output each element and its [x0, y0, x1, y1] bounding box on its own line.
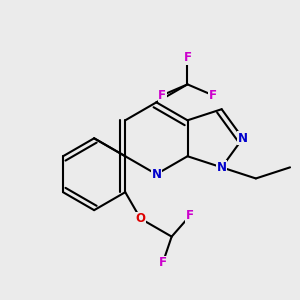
Text: N: N [238, 132, 248, 145]
Text: F: F [184, 51, 191, 64]
Text: F: F [186, 209, 194, 223]
Text: N: N [152, 168, 161, 181]
Text: F: F [209, 89, 217, 102]
Text: F: F [158, 89, 166, 102]
Text: O: O [136, 212, 146, 225]
Text: F: F [159, 256, 167, 269]
Text: N: N [217, 161, 227, 174]
